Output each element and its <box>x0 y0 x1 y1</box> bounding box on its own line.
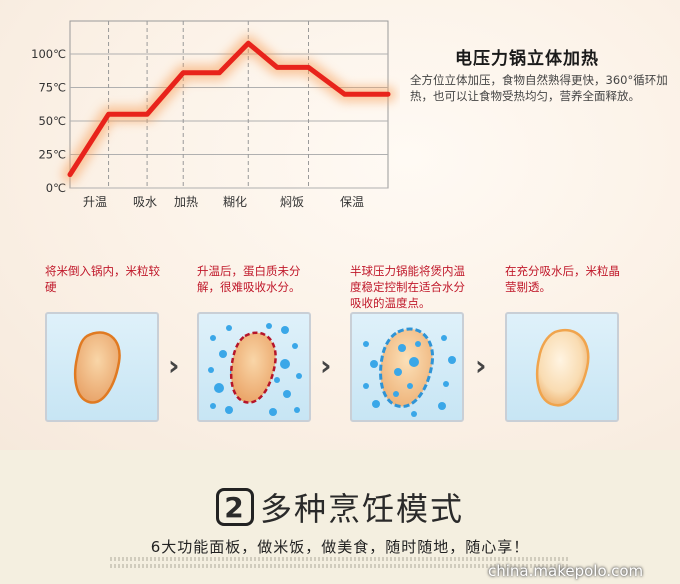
watermark: china.makepolo.com <box>488 562 644 580</box>
y-tick-label: 0℃ <box>46 181 66 195</box>
x-category-label: 保温 <box>340 195 364 209</box>
y-tick-label: 100℃ <box>31 47 66 61</box>
mode-number-badge: 2 <box>215 488 254 526</box>
x-category-label: 升温 <box>83 195 107 209</box>
x-category-label: 加热 <box>174 195 198 209</box>
feature-heading: 电压力锅立体加热 <box>455 49 599 69</box>
arrow-right-icon: › <box>168 349 180 382</box>
bottom-background <box>0 450 680 584</box>
arrow-right-icon: › <box>475 349 487 382</box>
y-tick-label: 50℃ <box>38 114 66 128</box>
step-caption-4: 在充分吸水后，米粒晶莹剔透。 <box>505 264 620 294</box>
x-category-label: 吸水 <box>133 195 157 209</box>
step-panel-4 <box>505 312 619 422</box>
rice-grain-cooked-icon <box>535 329 590 407</box>
rice-grain-absorbing-icon <box>363 327 456 417</box>
feature-description: 全方位立体加压，食物自然熟得更快，360°循环加热，也可以让食物受热均匀，营养全… <box>410 73 668 103</box>
step-panel-2 <box>197 312 311 422</box>
step-panel-1 <box>45 312 159 422</box>
rice-grain-hard-icon <box>73 331 121 404</box>
rice-grain-bubbles-icon <box>208 323 302 416</box>
x-category-label: 糊化 <box>223 194 247 209</box>
y-tick-label: 25℃ <box>38 148 66 162</box>
mode-title: 2 多种烹饪模式 <box>0 484 680 530</box>
decorative-divider <box>110 564 570 568</box>
step-caption-1: 将米倒入锅内，米粒较硬 <box>45 264 160 294</box>
chart-frame <box>69 20 389 189</box>
temperature-line <box>67 40 391 178</box>
step-caption-2: 升温后，蛋白质未分解，很难吸收水分。 <box>197 264 301 294</box>
temperature-chart: 100℃ 75℃ 50℃ 25℃ 0℃ 升温 吸水 加热 糊化 焖饭 保温 <box>31 20 396 209</box>
x-category-label: 焖饭 <box>280 194 304 209</box>
decorative-divider <box>110 557 570 561</box>
y-tick-label: 75℃ <box>38 81 66 95</box>
step-caption-3: 半球压力锅能将煲内温度稳定控制在适合水分吸收的温度点。 <box>350 264 465 310</box>
mode-title-text: 多种烹饪模式 <box>259 490 464 528</box>
mode-subtitle: 6大功能面板，做米饭，做美食，随时随地，随心享！ <box>150 538 530 556</box>
step-panel-3 <box>350 312 464 422</box>
arrow-right-icon: › <box>320 349 332 382</box>
